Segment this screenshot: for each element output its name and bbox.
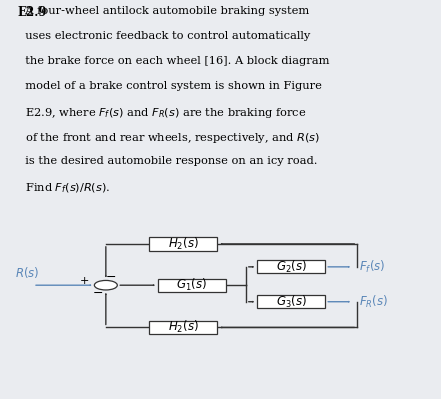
Text: E2.9, where $F_f(s)$ and $F_R(s)$ are the braking force: E2.9, where $F_f(s)$ and $F_R(s)$ are th… xyxy=(18,107,306,120)
Text: $H_2(s)$: $H_2(s)$ xyxy=(168,236,198,252)
Text: model of a brake control system is shown in Figure: model of a brake control system is shown… xyxy=(18,81,321,91)
Text: E2.9: E2.9 xyxy=(18,6,47,20)
Text: Find $F_f(s)/R(s)$.: Find $F_f(s)/R(s)$. xyxy=(18,182,110,195)
Bar xyxy=(257,260,325,273)
Text: uses electronic feedback to control automatically: uses electronic feedback to control auto… xyxy=(18,32,310,41)
Circle shape xyxy=(94,280,117,290)
Text: −: − xyxy=(106,271,116,284)
Text: $F_f(s)$: $F_f(s)$ xyxy=(359,259,386,275)
Text: the brake force on each wheel [16]. A block diagram: the brake force on each wheel [16]. A bl… xyxy=(18,56,329,67)
Bar xyxy=(257,295,325,308)
Bar xyxy=(149,321,217,334)
Text: of the front and rear wheels, respectively, and $R(s)$: of the front and rear wheels, respective… xyxy=(18,131,320,145)
Text: −: − xyxy=(93,287,103,300)
Text: $H_2(s)$: $H_2(s)$ xyxy=(168,319,198,336)
Bar xyxy=(149,237,217,251)
Text: $R(s)$: $R(s)$ xyxy=(15,265,40,280)
Bar xyxy=(158,279,226,292)
Text: is the desired automobile response on an icy road.: is the desired automobile response on an… xyxy=(18,156,317,166)
Text: +: + xyxy=(80,276,90,286)
Text: $G_3(s)$: $G_3(s)$ xyxy=(276,294,306,310)
Text: $G_2(s)$: $G_2(s)$ xyxy=(276,259,306,275)
Text: $F_R(s)$: $F_R(s)$ xyxy=(359,294,389,310)
Text: $G_1(s)$: $G_1(s)$ xyxy=(176,277,207,293)
Text: A four-wheel antilock automobile braking system: A four-wheel antilock automobile braking… xyxy=(18,6,309,16)
